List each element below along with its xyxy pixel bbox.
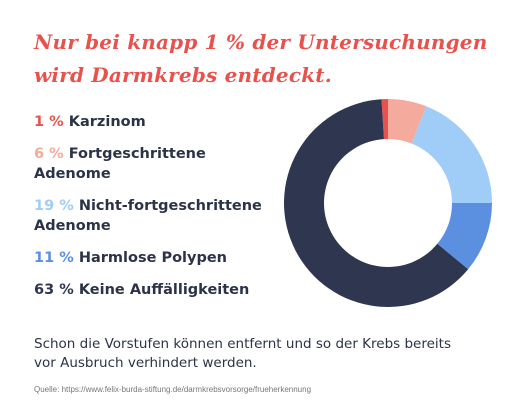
legend-pct: 11 % (34, 250, 74, 266)
legend-item-harmlose-polypen: 11 % Harmlose Polypen (34, 248, 284, 268)
donut-slice-harmlose-polypen (437, 203, 492, 270)
legend-label: Karzinom (68, 114, 146, 130)
source-citation: Quelle: https://www.felix-burda-stiftung… (34, 385, 312, 394)
legend-item-keine-auffaelligkeiten: 63 % Keine Auffälligkeiten (34, 280, 284, 300)
legend-item-nicht-fortgeschrittene-adenome: 19 % Nicht-fortgeschrittene Adenome (34, 196, 284, 236)
legend-pct: 19 % (34, 198, 74, 214)
donut-slice-keine-auffälligkeiten (284, 99, 469, 307)
donut-slice-fortgeschrittene-adenome (388, 99, 427, 144)
legend-label: Nicht-fortgeschrittene Adenome (34, 198, 262, 234)
legend-pct: 63 % (34, 282, 74, 298)
legend-label: Harmlose Polypen (78, 250, 227, 266)
donut-chart (284, 99, 492, 307)
legend-item-fortgeschrittene-adenome: 6 % Fortgeschrittene Adenome (34, 144, 284, 184)
legend-item-karzinom: 1 % Karzinom (34, 112, 284, 132)
legend-pct: 6 % (34, 146, 64, 162)
legend-pct: 1 % (34, 114, 64, 130)
chart-title: Nur bei knapp 1 % der Untersuchungen wir… (34, 30, 488, 87)
donut-slice-nicht-fortgeschrittene-adenome (411, 106, 492, 203)
donut-slice-karzinom (381, 99, 388, 140)
legend-label: Keine Auffälligkeiten (78, 282, 250, 298)
footnote-text: Schon die Vorstufen können entfernt und … (34, 336, 451, 371)
legend-label: Fortgeschrittene Adenome (34, 146, 206, 182)
